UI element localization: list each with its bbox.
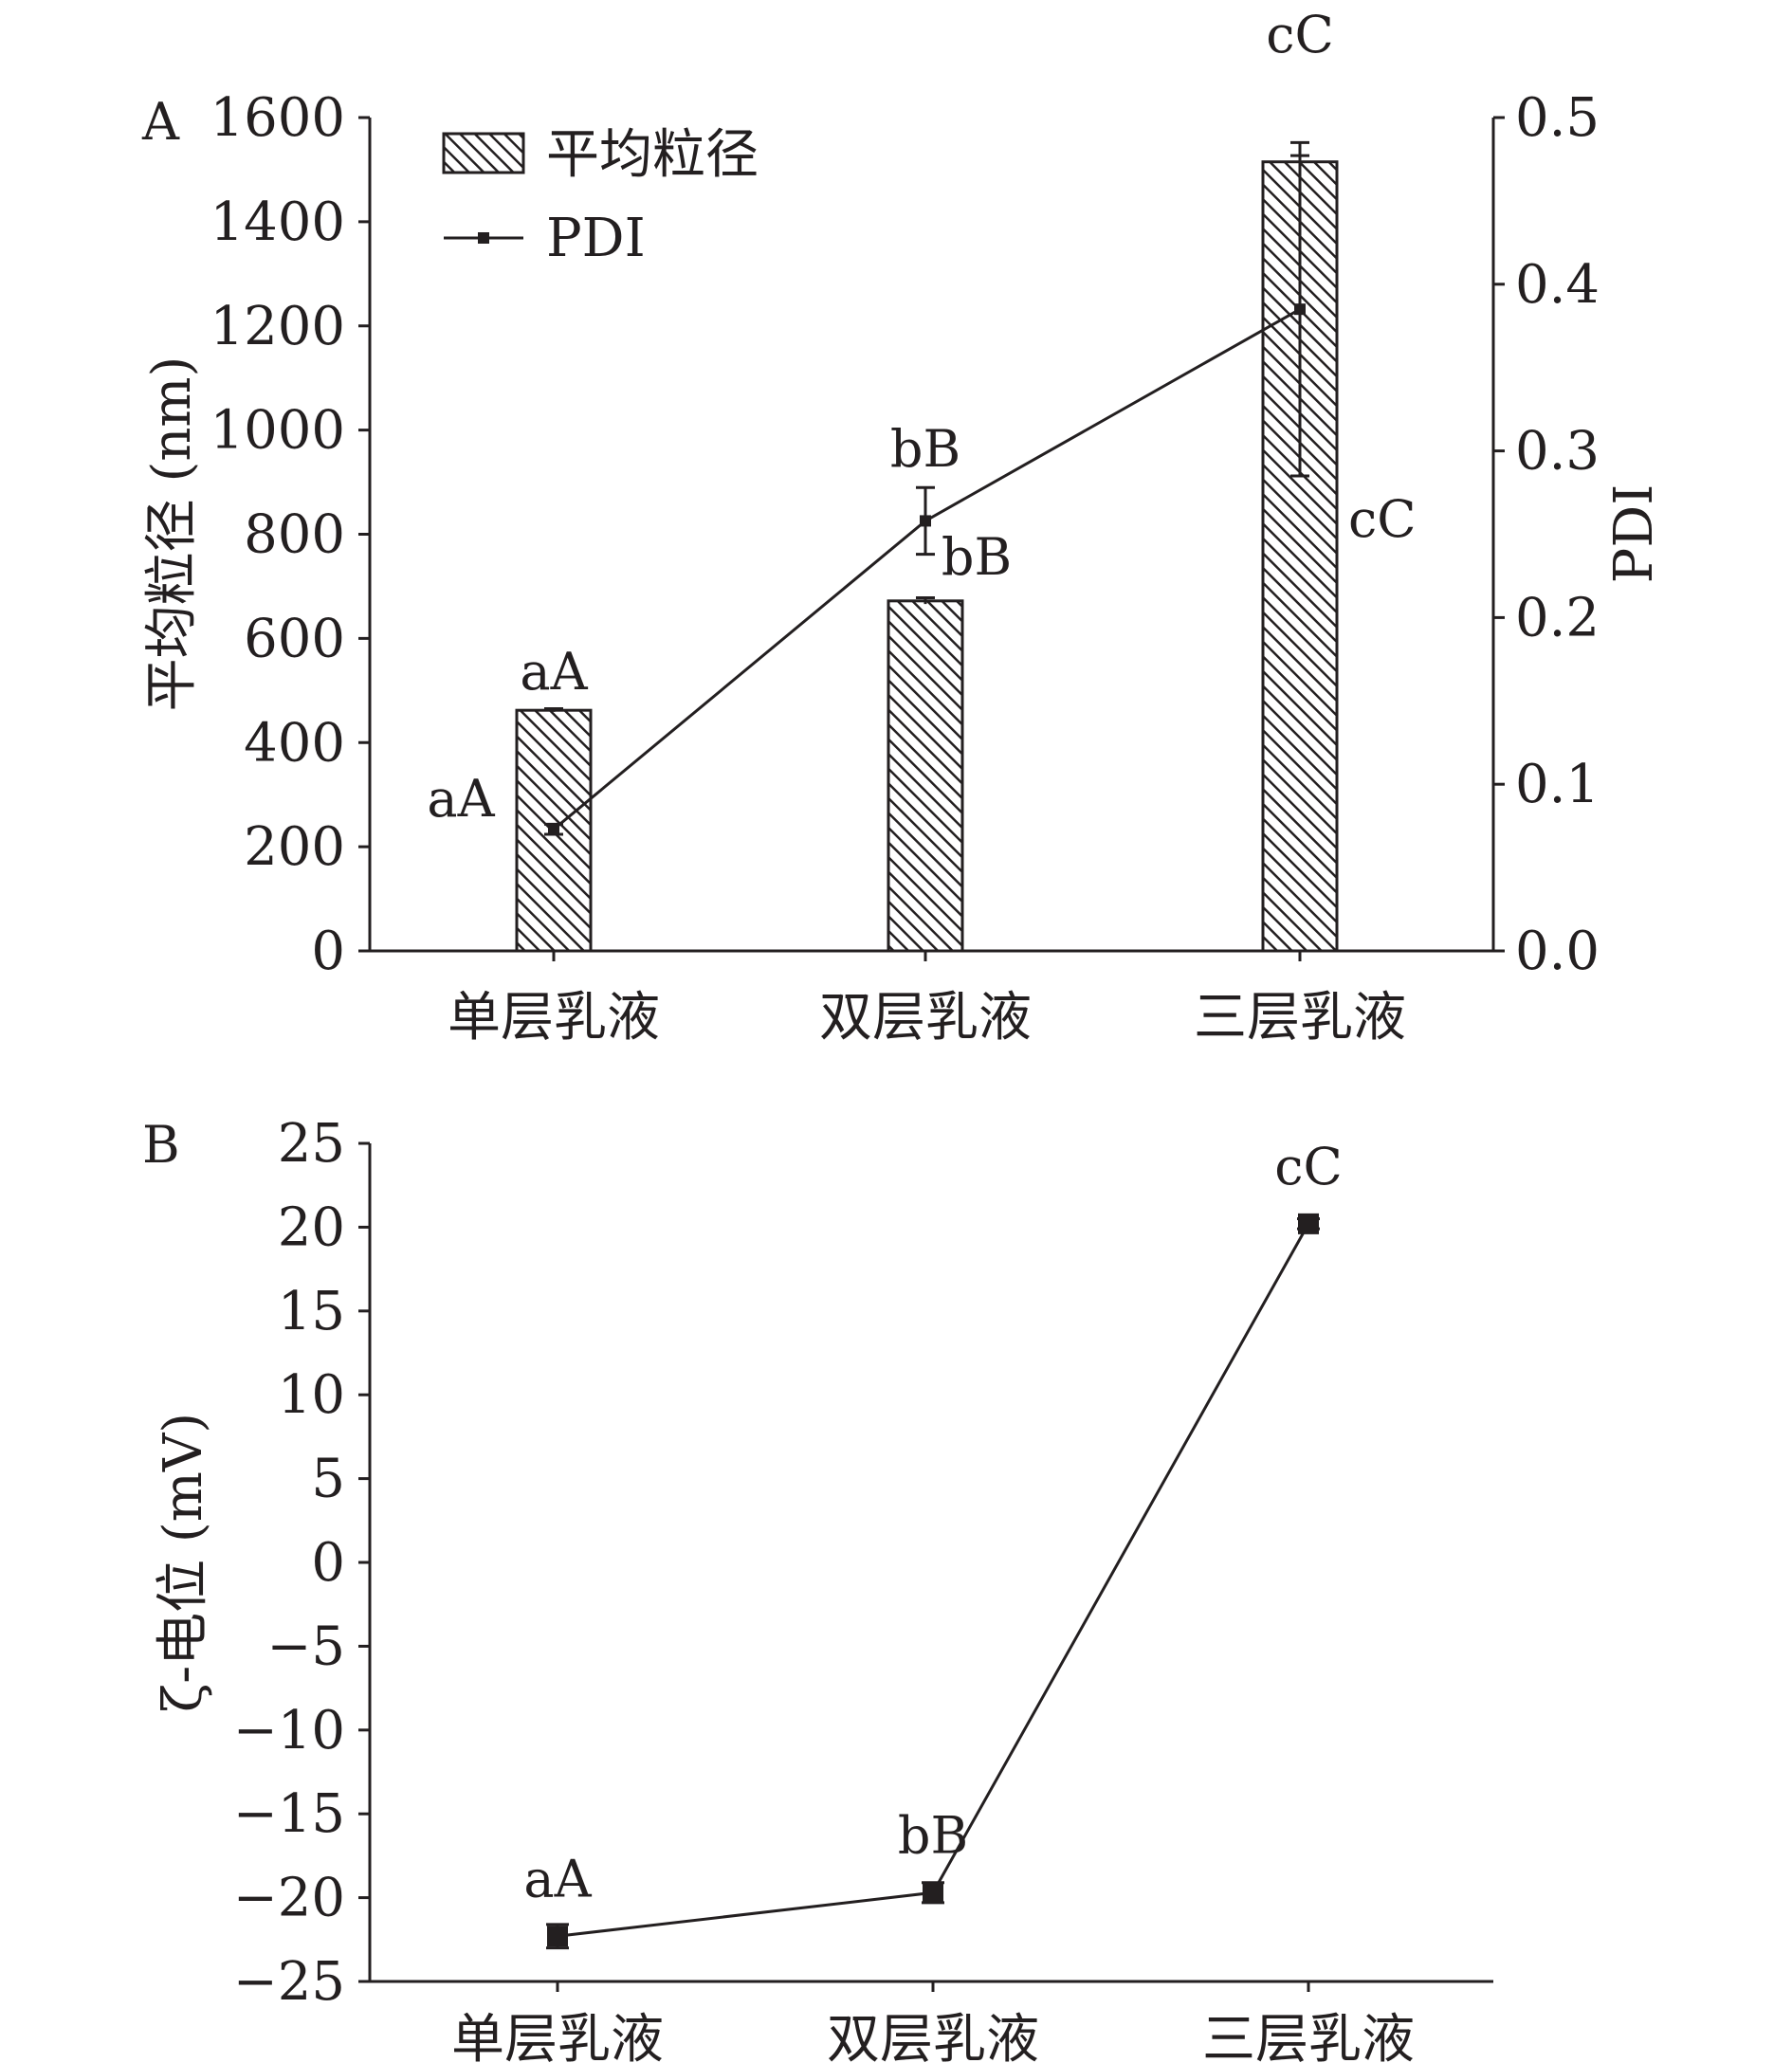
- pdi-point: [548, 823, 559, 835]
- y-tick-label: 5: [311, 1449, 345, 1510]
- y-tick-label: 0: [311, 1532, 345, 1594]
- y-axis-label: 平均粒径 (nm): [141, 356, 203, 712]
- y-tick-label: −5: [266, 1616, 345, 1677]
- zeta-significance-label: cC: [1274, 1137, 1343, 1196]
- legend: 平均粒径 PDI: [442, 124, 759, 269]
- x-tick-label: 单层乳液: [451, 2009, 664, 2063]
- y-tick-label: 10: [278, 1364, 345, 1426]
- x-tick-label: 双层乳液: [819, 987, 1032, 1049]
- zeta-point: [547, 1926, 568, 1947]
- axes-frame: [368, 1143, 1493, 1983]
- x-tick-label: 双层乳液: [827, 2009, 1039, 2063]
- bar-significance-label: bB: [942, 527, 1012, 587]
- y-tick-label: 600: [244, 608, 345, 669]
- y-tick-label: 800: [244, 504, 345, 566]
- y-tick-label: −15: [233, 1783, 345, 1845]
- right-axis-ticks: 0.0 0.1 0.2 0.3 0.4 0.5: [1493, 87, 1600, 982]
- y-tick-label: 200: [244, 816, 345, 878]
- y2-tick-label: 0.3: [1515, 421, 1600, 483]
- pdi-significance-label: aA: [427, 769, 495, 829]
- x-tick-label: 三层乳液: [1202, 2009, 1415, 2063]
- y2-tick-label: 0.4: [1515, 254, 1600, 316]
- zeta-point: [923, 1882, 943, 1904]
- zeta-significance-label: bB: [898, 1805, 968, 1865]
- y2-tick-label: 0.0: [1515, 921, 1600, 982]
- left-axis-ticks: 0 200 400 600 800 1000 1200 1400 1600: [210, 87, 370, 982]
- legend-label-bar: 平均粒径: [546, 124, 759, 186]
- zeta-series: aA bB cC: [523, 1137, 1343, 1950]
- y-tick-label: −20: [233, 1868, 345, 1929]
- y-tick-label: 25: [278, 1113, 345, 1175]
- y-tick-label: 0: [311, 921, 345, 982]
- x-axis-categories: 单层乳液 双层乳液 三层乳液: [451, 1981, 1415, 2063]
- x-tick-label: 三层乳液: [1194, 987, 1406, 1049]
- y-tick-label: 15: [278, 1281, 345, 1342]
- y-tick-label: 1200: [210, 296, 345, 357]
- pdi-point: [1294, 303, 1306, 316]
- panel-label-b: B: [142, 1115, 180, 1175]
- pdi-significance-label: cC: [1348, 489, 1417, 549]
- bar: [887, 599, 964, 953]
- y2-tick-label: 0.5: [1515, 87, 1600, 149]
- zeta-point: [1298, 1213, 1319, 1234]
- y2-tick-label: 0.2: [1515, 587, 1600, 648]
- legend-swatch-bar: [442, 132, 525, 174]
- x-tick-label: 单层乳液: [448, 987, 660, 1049]
- x-axis-categories: 单层乳液 双层乳液 三层乳液: [448, 951, 1406, 1049]
- y-tick-label: 400: [244, 712, 345, 774]
- y-axis-ticks: 25 20 15 10 5 0 −5 −10 −15 −20 −25: [233, 1113, 370, 2013]
- legend-swatch-marker: [478, 232, 489, 244]
- pdi-series: aA bB cC: [427, 140, 1417, 836]
- y-tick-label: −10: [233, 1700, 345, 1762]
- bar-significance-label: cC: [1266, 5, 1334, 64]
- y-tick-label: 20: [278, 1196, 345, 1258]
- y-tick-label: 1600: [210, 87, 345, 149]
- pdi-significance-label: bB: [890, 419, 960, 479]
- y-tick-label: 1000: [210, 400, 345, 462]
- y2-tick-label: 0.1: [1515, 754, 1600, 815]
- zeta-significance-label: aA: [523, 1849, 592, 1908]
- y-tick-label: −25: [233, 1951, 345, 2013]
- axes-frame: [368, 118, 1495, 953]
- y-tick-label: 1400: [210, 192, 345, 253]
- y2-axis-label: PDI: [1603, 484, 1665, 584]
- bar-significance-label: aA: [520, 642, 588, 702]
- panel-label-a: A: [141, 92, 180, 152]
- legend-label-line: PDI: [546, 208, 646, 269]
- y-axis-label: ζ-电位 (mV): [153, 1413, 214, 1712]
- pdi-point: [920, 515, 931, 527]
- chart-b: B 25 20 15 10 5 0 −5 −10 −15 −20 −25 aA bB cC 单层乳液 双层…: [142, 1113, 1493, 2063]
